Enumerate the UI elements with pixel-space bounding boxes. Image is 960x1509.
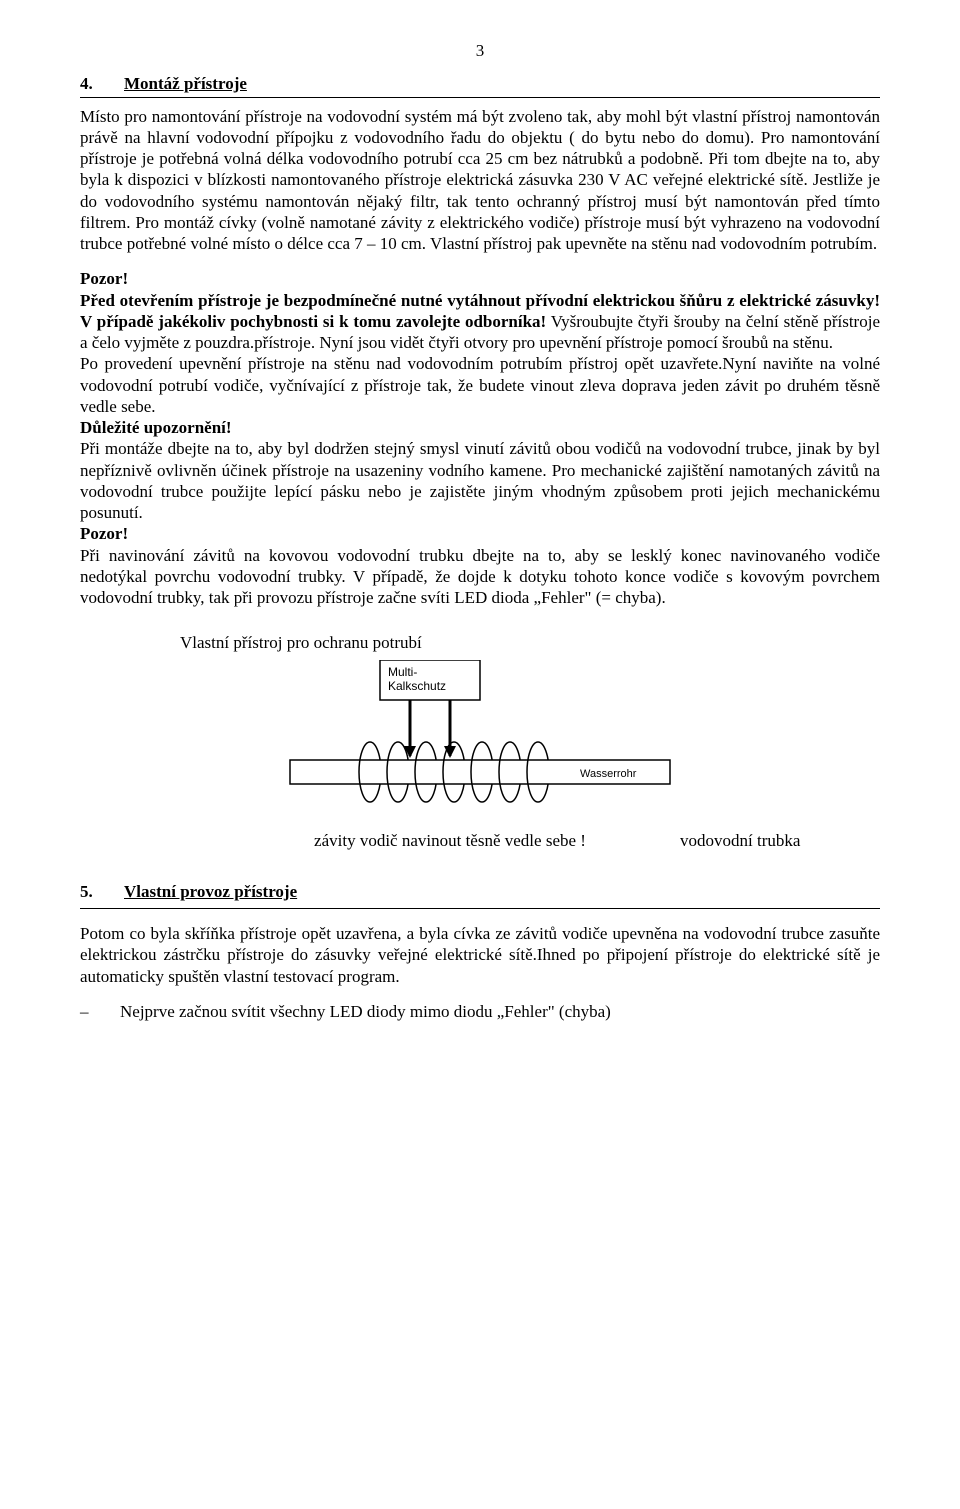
important-title: Důležité upozornění! [80,417,880,438]
pozor-2-title: Pozor! [80,523,880,544]
svg-text:Kalkschutz: Kalkschutz [388,679,446,693]
section-4-title: Montáž přístroje [124,74,247,93]
bullet-dash-icon: – [80,1001,120,1022]
bullet-text: Nejprve začnou svítit všechny LED diody … [120,1001,611,1022]
section-5-body: Potom co byla skříňka přístroje opět uza… [80,923,880,987]
section-4-body: Místo pro namontování přístroje na vodov… [80,106,880,255]
pozor-1-title: Pozor! [80,268,880,289]
installation-diagram: Vlastní přístroj pro ochranu potrubí Mul… [80,632,880,851]
section-4-number: 4. [80,73,124,94]
diagram-right-label: vodovodní trubka [680,830,880,851]
section-4-heading: 4.Montáž přístroje [80,73,880,97]
important-body: Při montáže dbejte na to, aby byl dodrže… [80,438,880,523]
svg-text:Multi-: Multi- [388,665,417,679]
page-number: 3 [80,40,880,61]
warning-block-1: Pozor! Před otevřením přístroje je bezpo… [80,268,880,608]
pozor-1-rest2: Po provedení upevnění přístroje na stěnu… [80,353,880,417]
section-5-title: Vlastní provoz přístroje [124,882,297,901]
section-5-heading: 5.Vlastní provoz přístroje [80,881,880,902]
svg-text:Wasserrohr: Wasserrohr [580,768,637,780]
section-5-number: 5. [80,881,124,902]
diagram-top-label: Vlastní přístroj pro ochranu potrubí [180,632,880,653]
section-5-bullet: – Nejprve začnou svítit všechny LED diod… [80,1001,880,1022]
diagram-bottom-caption: závity vodič navinout těsně vedle sebe ! [80,830,680,851]
pozor-2-body: Při navinování závitů na kovovou vodovod… [80,545,880,609]
diagram-svg: Multi-Kalkschutz Wasserrohr [260,660,700,820]
section-5-rule [80,908,880,909]
